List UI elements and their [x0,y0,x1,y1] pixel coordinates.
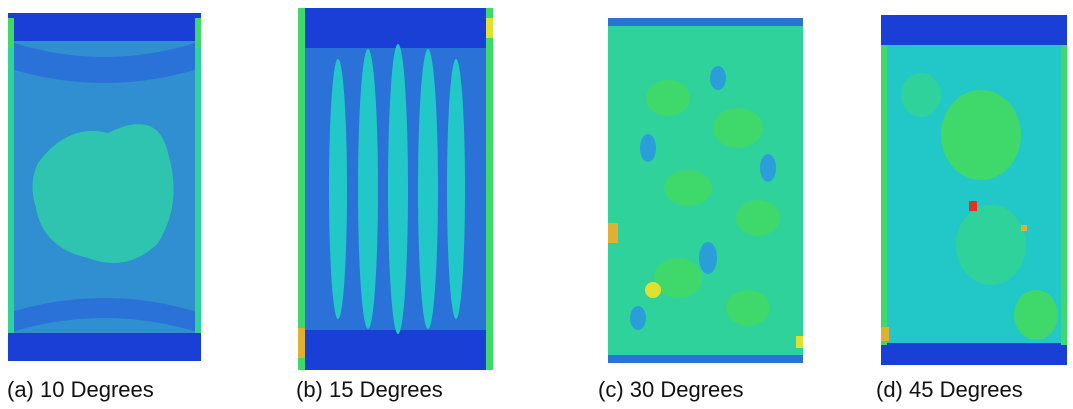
contour-plot-45-degrees [881,15,1067,365]
panel-a-caption: (a) 10 Degrees [7,377,154,402]
panel-c-caption: (c) 30 Degrees [598,377,744,402]
stress-contour-panel-b [298,8,493,370]
contour-plot-30-degrees [608,18,803,363]
contour-plot-15-degrees [298,8,493,370]
panel-d-caption: (d) 45 Degrees [876,377,1023,402]
panel-b-caption: (b) 15 Degrees [296,377,443,402]
contour-plot-10-degrees [8,13,201,361]
stress-contour-panel-d [881,15,1067,365]
stress-contour-panel-c [608,18,803,363]
stress-contour-panel-a [8,13,201,361]
